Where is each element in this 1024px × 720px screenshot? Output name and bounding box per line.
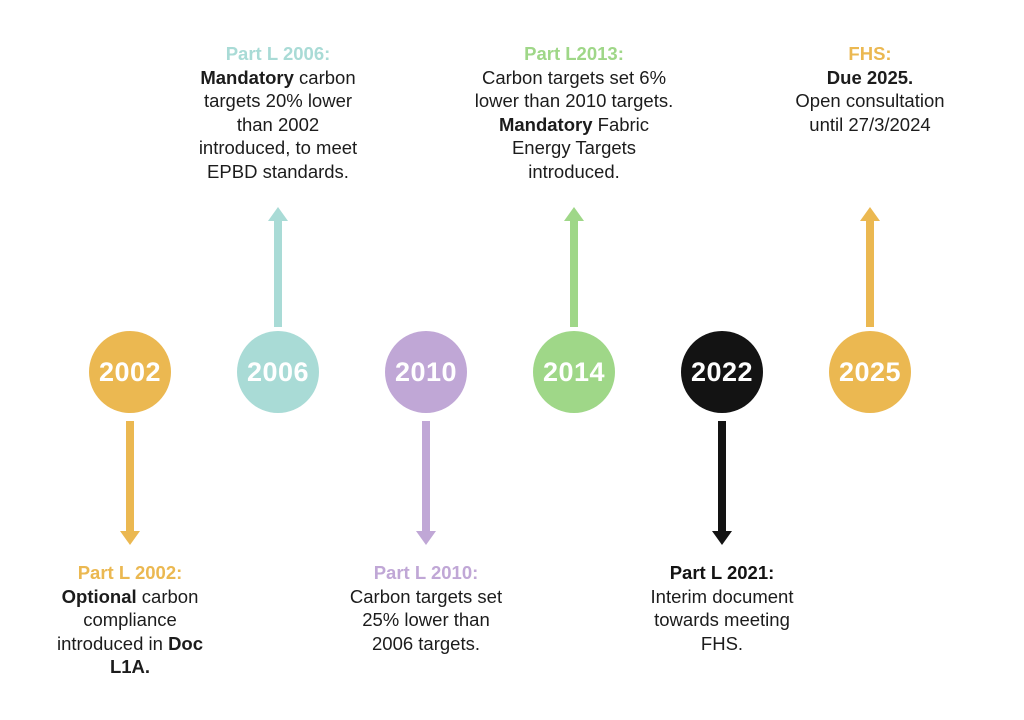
year-circle-2014: 2014 (533, 331, 615, 413)
year-label-2006: 2006 (246, 356, 310, 387)
event-heading-2006: Part L 2006: (225, 43, 331, 64)
event-text-fhs: FHS: Due 2025. Open consultation until 2… (755, 42, 985, 136)
event-line: 25% lower than (362, 609, 490, 630)
event-line: EPBD standards. (207, 160, 349, 182)
event-line: introduced in Doc (56, 632, 204, 654)
event-heading-2002: Part L 2002: (77, 562, 183, 583)
event-text-2006: Part L 2006: Mandatory carbon targets 20… (163, 42, 393, 183)
year-label-2025: 2025 (838, 356, 902, 387)
event-line: Open consultation (795, 90, 945, 111)
event-line: towards meeting (654, 609, 790, 630)
event-text-2010: Part L 2010: Carbon targets set 25% lowe… (311, 561, 541, 655)
arrow-down-icon (712, 531, 732, 545)
arrow-stem (570, 220, 578, 327)
year-label-2022: 2022 (690, 356, 754, 387)
event-line: L1A. (109, 656, 151, 677)
event-line: than 2002 (236, 113, 320, 135)
event-heading-2010: Part L 2010: (373, 562, 479, 583)
milestone-2014: Part L2013: Carbon targets set 6% lower … (459, 0, 689, 720)
year-label-2010: 2010 (394, 356, 458, 387)
milestone-2010: 2010 Part L 2010: Carbon targets set 25%… (311, 0, 541, 720)
arrow-down-icon (416, 531, 436, 545)
event-line: FHS. (700, 632, 744, 654)
event-heading-2021: Part L 2021: (669, 562, 775, 583)
event-line: introduced. (528, 160, 620, 182)
year-circle-2002: 2002 (89, 331, 171, 413)
event-text-2013: Part L2013: Carbon targets set 6% lower … (459, 42, 689, 183)
arrow-down-icon (120, 531, 140, 545)
event-heading-2013: Part L2013: (524, 43, 624, 64)
event-line: Interim document (650, 585, 794, 607)
event-line: targets 20% lower (203, 90, 353, 111)
year-label-2002: 2002 (98, 356, 162, 387)
event-line: Energy Targets (511, 137, 637, 158)
event-line: until 27/3/2024 (809, 113, 931, 135)
event-line: Carbon targets set 6% (481, 66, 667, 88)
year-circle-2010: 2010 (385, 331, 467, 413)
event-line: 2006 targets. (372, 632, 480, 654)
milestone-2022: 2022 Part L 2021: Interim document towar… (607, 0, 837, 720)
arrow-up-icon (268, 207, 288, 221)
milestone-2006: Part L 2006: Mandatory carbon targets 20… (163, 0, 393, 720)
event-line: Due 2025. (826, 66, 914, 88)
arrow-stem (126, 421, 134, 533)
event-line: Mandatory Fabric (498, 113, 650, 135)
arrow-stem (718, 421, 726, 533)
arrow-up-icon (564, 207, 584, 221)
milestone-2025: FHS: Due 2025. Open consultation until 2… (755, 0, 985, 720)
event-line: introduced, to meet (198, 137, 358, 158)
event-line: Carbon targets set (349, 585, 503, 607)
year-circle-2025: 2025 (829, 331, 911, 413)
arrow-up-icon (860, 207, 880, 221)
arrow-stem (866, 220, 874, 327)
event-line: compliance (83, 609, 177, 630)
event-line: Optional carbon (61, 585, 199, 607)
event-text-2021: Part L 2021: Interim document towards me… (607, 561, 837, 655)
milestone-2002: 2002 Part L 2002: Optional carbon compli… (15, 0, 245, 720)
event-line: lower than 2010 targets. (474, 90, 674, 111)
event-heading-fhs: FHS: (848, 43, 892, 64)
year-circle-2006: 2006 (237, 331, 319, 413)
event-text-2002: Part L 2002: Optional carbon compliance … (15, 561, 245, 679)
arrow-stem (422, 421, 430, 533)
arrow-stem (274, 220, 282, 327)
year-label-2014: 2014 (542, 356, 606, 387)
year-circle-2022: 2022 (681, 331, 763, 413)
event-line: Mandatory carbon (200, 66, 356, 88)
